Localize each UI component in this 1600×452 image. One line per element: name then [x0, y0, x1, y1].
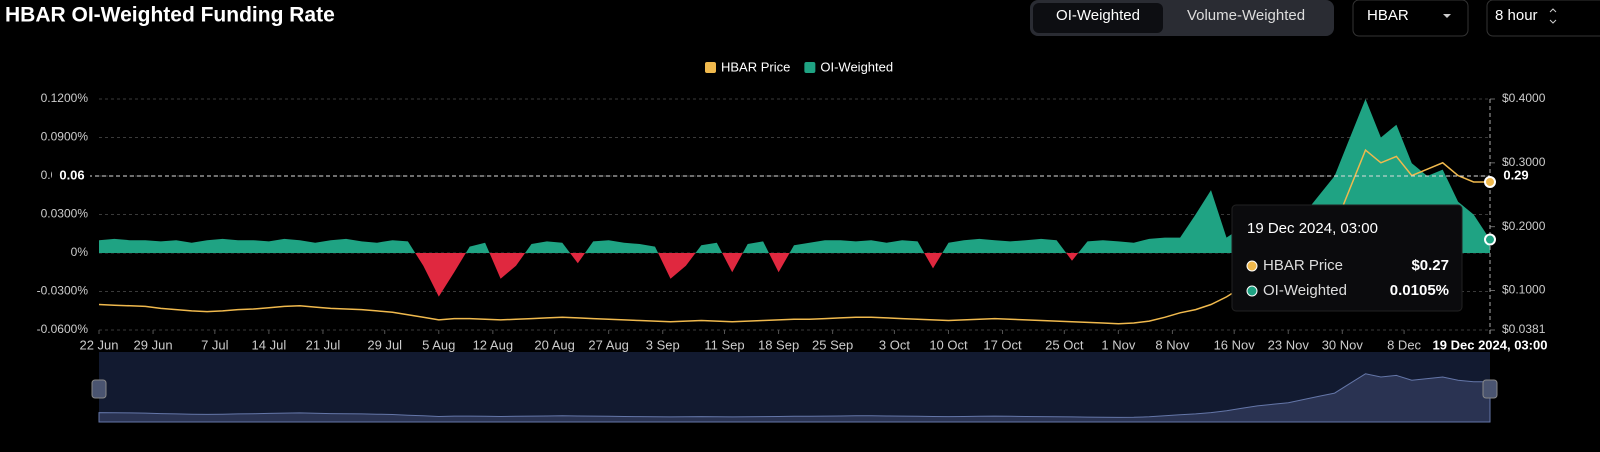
y-tick-label: 0.1200% [41, 91, 89, 105]
x-tick-label: 30 Nov [1322, 337, 1364, 352]
crosshair-label-bg [1426, 335, 1554, 355]
y-tick-label: -0.0600% [37, 322, 89, 336]
x-tick-label: 25 Sep [812, 337, 853, 352]
crosshair-label-bg [1498, 166, 1534, 186]
x-tick-label: 21 Jul [306, 337, 341, 352]
x-tick-label: 11 Sep [704, 337, 744, 352]
y2-tick-label: $0.3000 [1502, 155, 1546, 169]
crosshair-label-bg [52, 166, 90, 186]
funding-area [99, 99, 1490, 297]
toggle-active[interactable] [1033, 3, 1163, 33]
y-tick-label: -0.0300% [37, 284, 89, 298]
tooltip-dot [1246, 285, 1258, 297]
y2-tick-label: $0.0381 [1502, 322, 1546, 336]
x-tick-label: 10 Oct [929, 337, 968, 352]
tooltip-value: $0.27 [1411, 257, 1449, 274]
tooltip [1231, 204, 1463, 312]
x-tick-label: 7 Jul [201, 337, 229, 352]
x-tick-label: 20 Aug [534, 337, 575, 352]
y2-tick-label: $0.2000 [1502, 219, 1546, 233]
crosshair-y-label: 0.06 [59, 167, 84, 182]
legend-label: OI-Weighted [820, 59, 893, 74]
symbol-value[interactable]: HBAR [1367, 7, 1409, 24]
x-tick-label: 27 Aug [588, 337, 629, 352]
legend-label: HBAR Price [721, 59, 790, 74]
crosshair-x-label: 19 Dec 2024, 03:00 [1433, 337, 1548, 352]
x-tick-label: 3 Sep [646, 337, 680, 352]
x-tick-label: 8 Nov [1155, 337, 1189, 352]
x-tick-label: 12 Aug [473, 337, 514, 352]
tooltip-dot [1246, 260, 1258, 272]
x-tick-label: 18 Sep [758, 337, 799, 352]
y-tick-label: 0.0900% [41, 130, 89, 144]
y-tick-label: 0% [71, 245, 89, 259]
interval-select[interactable] [1486, 0, 1600, 37]
toggle-option[interactable]: OI-Weighted [1056, 7, 1140, 24]
interval-value[interactable]: 8 hour [1495, 7, 1538, 24]
x-tick-label: 5 Aug [422, 337, 455, 352]
tooltip-name: OI-Weighted [1263, 282, 1347, 299]
x-tick-label: 3 Oct [879, 337, 910, 352]
tooltip-value: 0.0105% [1390, 282, 1449, 299]
x-tick-label: 17 Oct [983, 337, 1022, 352]
price-point [1484, 175, 1496, 188]
x-tick-label: 23 Nov [1268, 337, 1310, 352]
x-tick-label: 16 Nov [1214, 337, 1256, 352]
navigator-handle[interactable] [1482, 379, 1498, 399]
x-tick-label: 1 Nov [1101, 337, 1135, 352]
legend-swatch [804, 62, 816, 73]
tooltip-title: 19 Dec 2024, 03:00 [1247, 220, 1378, 237]
navigator-handle[interactable] [91, 379, 107, 399]
x-tick-label: 14 Jul [252, 337, 287, 352]
symbol-select[interactable] [1352, 0, 1469, 37]
navigator-area [98, 373, 1491, 423]
x-tick-label: 29 Jun [134, 337, 173, 352]
x-tick-label: 29 Jul [367, 337, 402, 352]
x-tick-label: 22 Jun [79, 337, 118, 352]
legend-swatch [705, 62, 716, 73]
y2-tick-label: $0.1000 [1502, 283, 1546, 297]
y2-tick-label: $0.4000 [1502, 91, 1546, 105]
funding-point [1484, 233, 1496, 246]
x-tick-label: 8 Dec [1387, 337, 1421, 352]
tooltip-name: HBAR Price [1263, 257, 1343, 274]
stepper-icon [1549, 8, 1557, 24]
page-title: HBAR OI-Weighted Funding Rate [5, 4, 335, 27]
toggle-option[interactable]: Volume-Weighted [1187, 7, 1305, 24]
crosshair-y2-label: 0.29 [1503, 167, 1528, 182]
x-tick-label: 25 Oct [1045, 337, 1084, 352]
y-tick-label: 0.0300% [41, 207, 89, 221]
dropdown-icon [1443, 14, 1451, 18]
